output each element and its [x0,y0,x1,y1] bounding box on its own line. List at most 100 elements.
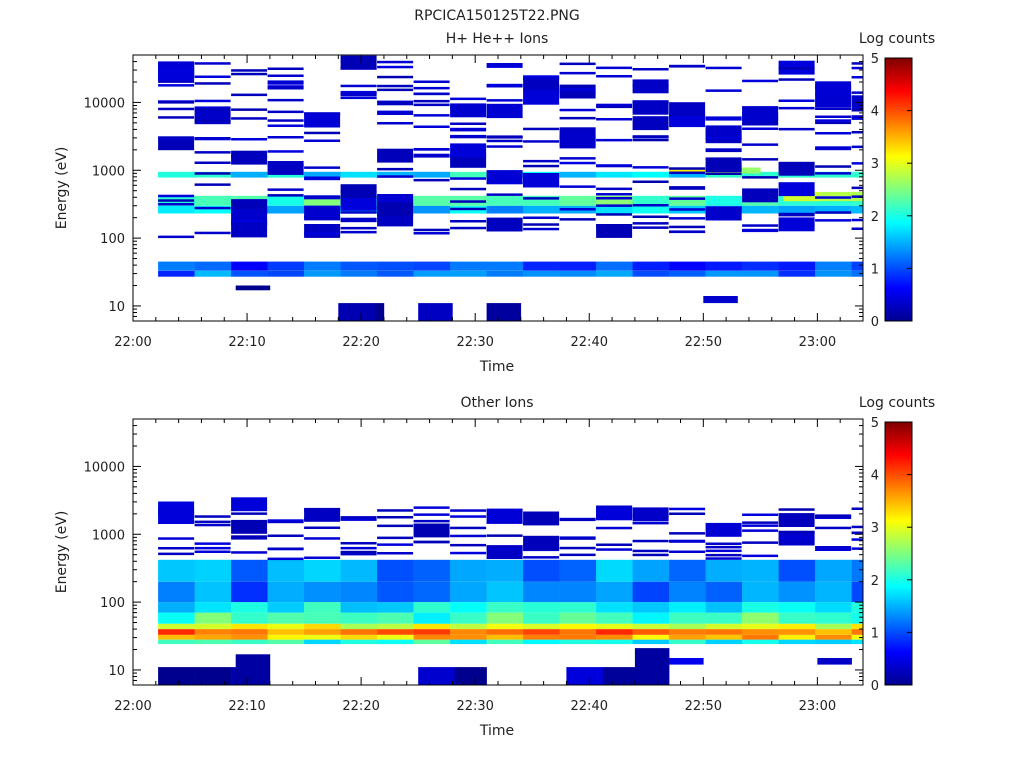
heatmap-cell [815,172,852,175]
y-tick-label: 10 [108,664,125,679]
heatmap-cell [523,127,560,131]
heatmap-cell [669,217,706,220]
heatmap-cell [851,270,864,277]
heatmap-cell [596,225,633,229]
heatmap-cell [486,612,524,624]
heatmap-cell [632,629,670,635]
heatmap-cell [815,81,852,96]
heatmap-cell [158,261,195,271]
heatmap-cell [450,207,487,211]
heatmap-cell [194,75,231,78]
heatmap-cell [523,270,560,277]
heatmap-cell [413,270,451,277]
heatmap-cell [632,100,669,115]
heatmap-cell [523,89,560,92]
heatmap-cell [596,559,633,582]
heatmap-cells [158,55,864,321]
heatmap-cell [340,550,377,554]
heatmap-cell [669,550,706,553]
heatmap-cell [413,125,450,128]
heatmap-cell [340,261,378,271]
heatmap-cell [413,629,451,635]
heatmap-cell [486,602,524,613]
heatmap-cell [340,84,377,88]
heatmap-cell [851,507,863,510]
heatmap-cell [742,634,779,640]
heatmap-cell [194,270,232,277]
heatmap-cell [486,521,523,524]
heatmap-cell [632,205,670,214]
heatmap-cell [413,523,450,538]
heatmap-cell [523,559,560,582]
x-tick-label: 23:00 [799,699,836,714]
heatmap-cell [450,534,487,538]
heatmap-cell [304,639,341,645]
heatmap-cell [454,667,487,685]
heatmap-cell [158,612,195,624]
heatmap-cell [450,261,487,271]
heatmap-cell [596,105,633,109]
colorbar-tick-label: 1 [871,626,879,641]
heatmap-cell [158,194,195,198]
heatmap-cell [669,270,706,277]
heatmap-cell [742,127,779,130]
heatmap-cell [632,135,669,138]
heatmap-cell [815,93,852,108]
heatmap-cell [450,200,487,203]
heatmap-cell [596,118,633,121]
heatmap-cell [523,197,560,200]
heatmap-cell [705,125,742,140]
heatmap-cell [596,171,633,178]
heatmap-cell [450,97,487,101]
heatmap-cell [486,629,524,635]
heatmap-cell [742,541,779,544]
heatmap-cell [851,171,864,178]
heatmap-cell [450,134,487,138]
heatmap-cell [596,639,633,645]
heatmap-cell [450,612,487,624]
heatmap-cell [377,602,414,613]
heatmap-cell [304,112,341,115]
heatmap-cell [778,581,816,603]
heatmap-cell [304,232,341,235]
heatmap-cell [377,612,414,624]
heatmap-cell [778,508,815,511]
heatmap-cell [596,66,633,70]
heatmap-cell [596,526,633,530]
heatmap-cell [158,116,195,119]
heatmap-cell [377,167,414,171]
heatmap-cell [596,197,633,200]
x-ticks: 22:00 22:10 22:20 22:30 22:40 22:50 23:00 [114,55,841,350]
x-tick-label: 22:30 [456,699,493,714]
heatmap-cell [267,188,304,191]
heatmap-cell [377,509,414,512]
heatmap-cell [815,211,852,214]
heatmap-cell [705,623,743,630]
heatmap-cell [377,524,414,528]
heatmap-cell [851,91,863,94]
heatmap-cell [705,118,742,121]
heatmap-cell [450,226,487,230]
y-tick-label: 10000 [84,460,125,475]
heatmap-cell [632,226,669,229]
heatmap-cell [742,529,779,532]
heatmap-cell [705,542,742,545]
y-ticks: 10 100 1000 10000 [84,54,863,322]
heatmap-cell [851,629,864,635]
heatmap-cell [851,66,863,70]
heatmap-cell [413,581,451,603]
heatmap-cell [742,270,779,277]
heatmap-cell [267,98,304,102]
heatmap-cell [374,303,385,321]
heatmap-cell [267,150,304,153]
heatmap-cell [231,537,268,540]
heatmap-cell [632,138,669,142]
heatmap-cell [413,148,450,151]
heatmap-cell [340,171,378,178]
heatmap-cell [559,602,597,613]
x-tick-label: 22:00 [114,699,151,714]
heatmap-cell [851,525,863,529]
heatmap-cell [267,124,304,127]
heatmap-cell [231,559,268,582]
heatmap-cell [486,545,523,549]
